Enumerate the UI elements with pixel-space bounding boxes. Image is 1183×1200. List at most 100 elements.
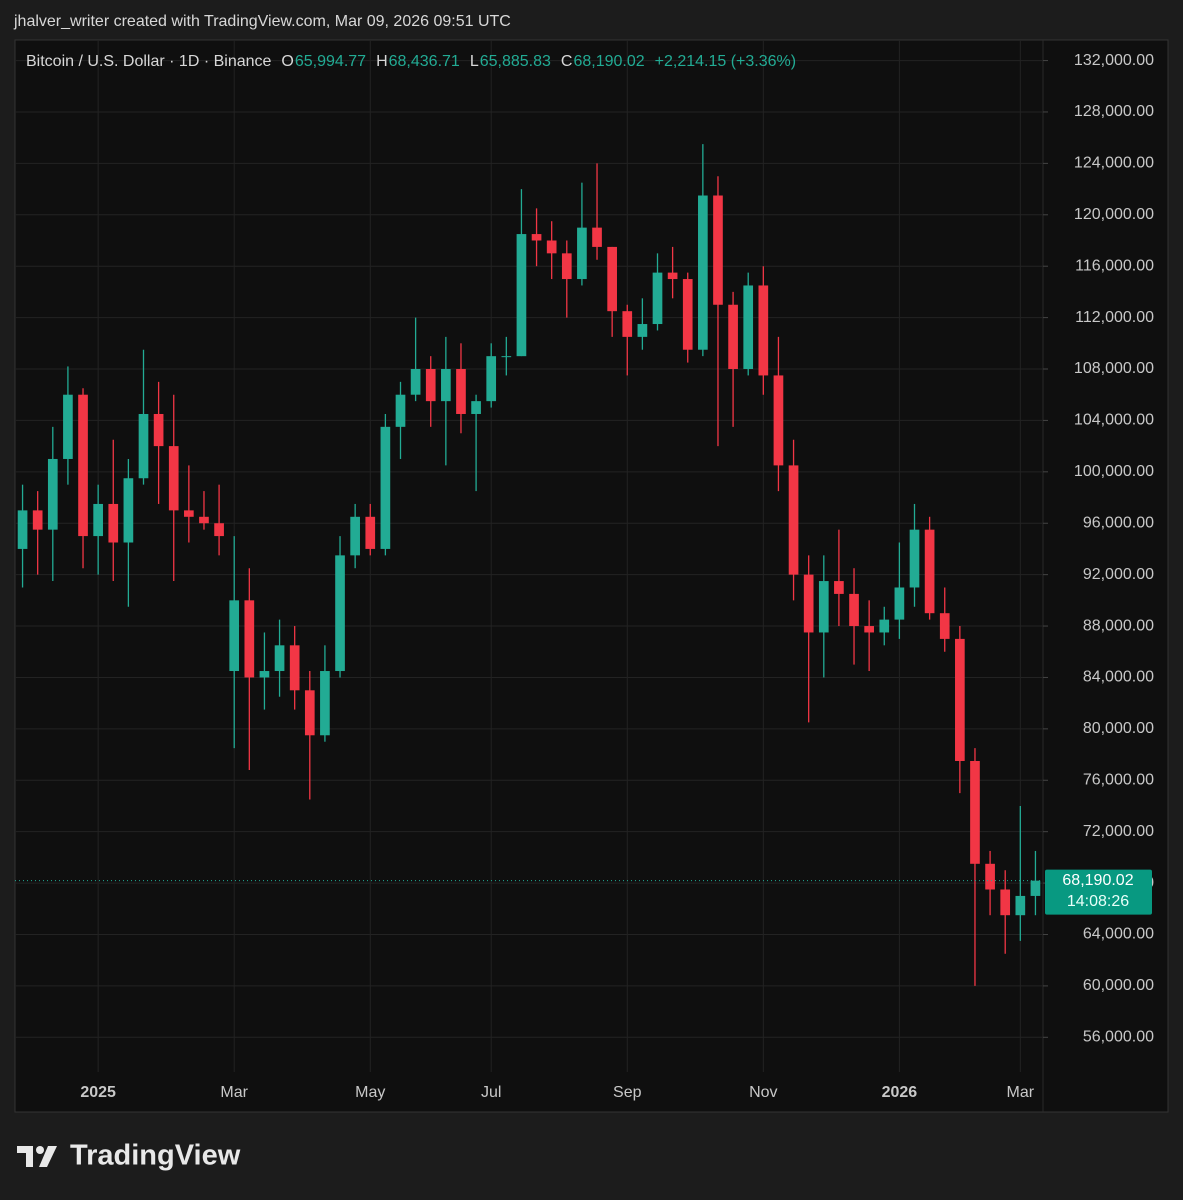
candle-body	[667, 272, 678, 280]
y-tick-label: 76,000.00	[1083, 771, 1154, 788]
y-tick-label: 56,000.00	[1083, 1029, 1154, 1046]
last-price-box	[1045, 869, 1152, 915]
legend-key: C	[561, 53, 573, 70]
candle-body	[350, 516, 360, 556]
y-tick-label: 100,000.00	[1074, 463, 1154, 480]
y-tick-label: 96,000.00	[1083, 514, 1154, 531]
candle-body	[63, 394, 73, 459]
candle-body	[834, 581, 844, 594]
y-tick-label: 116,000.00	[1075, 257, 1154, 274]
candle-body	[78, 394, 88, 537]
candle-body	[985, 863, 995, 890]
candle-body	[728, 304, 738, 370]
candle-body	[501, 356, 512, 358]
candle-body	[441, 369, 451, 402]
candle-body	[1015, 895, 1026, 916]
candle-body	[425, 369, 436, 402]
candle-body	[138, 413, 149, 479]
candle-body	[153, 413, 164, 447]
candle-body	[758, 285, 769, 376]
y-tick-label: 72,000.00	[1083, 823, 1154, 840]
candle-body	[380, 426, 391, 549]
candle-body	[516, 234, 527, 357]
y-tick-label: 124,000.00	[1074, 155, 1154, 172]
legend-value: 65,994.77	[295, 53, 366, 70]
candle-body	[652, 272, 663, 325]
candle-body	[108, 503, 119, 543]
y-tick-label: 84,000.00	[1083, 669, 1154, 686]
candle-body	[879, 619, 890, 633]
candle-body	[561, 253, 572, 280]
y-tick-label: 64,000.00	[1083, 926, 1154, 943]
y-tick-label: 128,000.00	[1074, 103, 1154, 120]
candle-body	[17, 510, 28, 549]
y-tick-label: 112,000.00	[1075, 309, 1154, 326]
legend-key: L	[470, 53, 479, 70]
y-tick-label: 92,000.00	[1083, 566, 1154, 583]
legend-symbol: Bitcoin / U.S. Dollar · 1D · Binance	[26, 53, 272, 70]
x-tick-label: Sep	[613, 1084, 642, 1101]
x-tick-label: 2025	[80, 1084, 116, 1101]
countdown: 14:08:26	[1067, 893, 1129, 910]
y-tick-label: 120,000.00	[1074, 206, 1154, 223]
candles	[17, 144, 1041, 986]
candle-body	[894, 587, 905, 620]
y-tick-label: 132,000.00	[1074, 52, 1154, 69]
candle-body	[955, 638, 965, 761]
candle-body	[214, 523, 224, 537]
candle-body	[531, 234, 542, 241]
candle-body	[773, 375, 784, 466]
candle-body	[199, 516, 209, 524]
candle-body	[924, 529, 935, 614]
candle-body	[743, 285, 754, 370]
brand-logo	[17, 1146, 57, 1167]
legend-value: 68,190.02	[573, 53, 644, 70]
candle-body	[909, 529, 920, 588]
candle-body	[864, 626, 874, 633]
candle-body	[456, 369, 466, 414]
last-price-label: 68,190.02	[1062, 872, 1133, 889]
candle-body	[184, 510, 194, 517]
legend-key: O	[281, 53, 293, 70]
candle-body	[713, 195, 723, 305]
y-tick-label: 104,000.00	[1074, 412, 1154, 429]
candle-body	[229, 600, 240, 672]
candle-body	[168, 446, 179, 511]
candle-body	[244, 600, 255, 678]
candle-body	[259, 671, 270, 678]
candle-body	[486, 356, 497, 402]
candle-body	[849, 593, 859, 627]
y-tick-label: 88,000.00	[1083, 617, 1154, 634]
candle-body	[32, 510, 43, 530]
y-tick-label: 60,000.00	[1083, 977, 1154, 994]
legend-change: +2,214.15 (+3.36%)	[655, 53, 796, 70]
candle-body	[818, 581, 829, 633]
candle-body	[93, 503, 103, 537]
brand: TradingView	[70, 1140, 241, 1172]
candle-body	[395, 394, 406, 427]
candle-body	[274, 645, 285, 672]
candle-body	[320, 671, 330, 736]
candle-body	[1000, 889, 1011, 916]
legend-value: 68,436.71	[389, 53, 460, 70]
candle-body	[637, 324, 648, 337]
x-tick-label: 2026	[882, 1084, 918, 1101]
x-tick-label: Jul	[481, 1084, 501, 1101]
legend-value: 65,885.83	[480, 53, 551, 70]
candle-body	[410, 369, 421, 395]
candle-body	[123, 478, 134, 543]
x-tick-label: Mar	[1007, 1084, 1035, 1101]
candle-body	[803, 574, 814, 633]
chart-panel	[14, 39, 1169, 1113]
candle-body	[970, 760, 980, 864]
candle-body	[788, 465, 799, 575]
y-tick-label: 108,000.00	[1074, 360, 1154, 377]
candle-body	[47, 458, 58, 530]
x-tick-label: May	[355, 1084, 385, 1101]
y-tick-label: 80,000.00	[1083, 720, 1154, 737]
candle-body	[304, 690, 315, 736]
candle-body	[622, 311, 633, 337]
candle-body	[1030, 880, 1041, 896]
